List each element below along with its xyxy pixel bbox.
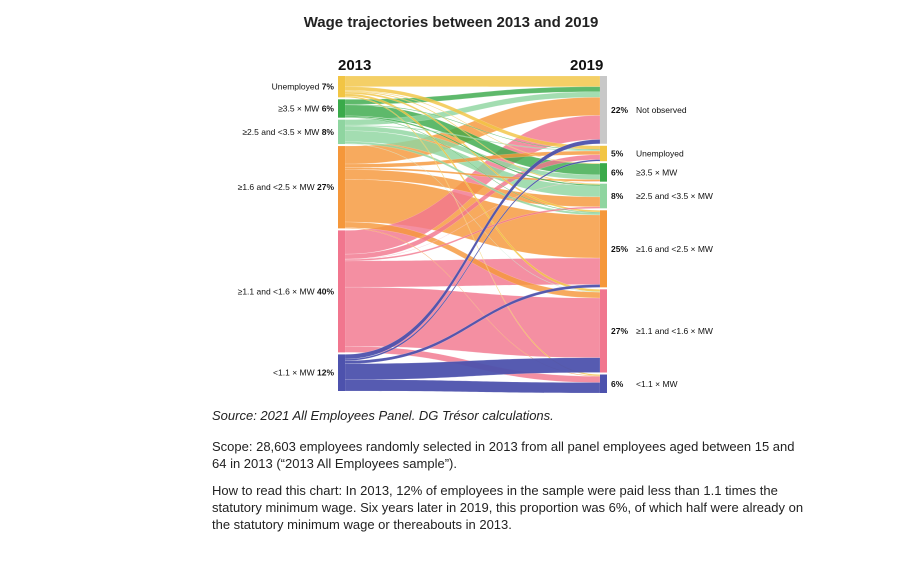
left-label-C: ≥1.6 and <2.5 × MW 27% [238,182,335,192]
right-label-text-E: <1.1 × MW [636,379,678,389]
flow-D-to-A [344,181,601,260]
left-node-D [338,230,345,353]
right-label-text-C: ≥1.6 and <2.5 × MW [636,244,713,254]
right-node-B [600,183,607,209]
right-node-U [600,145,607,162]
right-label-pct-NO: 22% [611,105,628,115]
right-node-C [600,210,607,288]
labels-layer: Unemployed 7% ≥3.5 × MW 6% ≥2.5 and <3.5 ×… [238,82,713,389]
flow-U-to-NO [344,75,601,87]
left-node-A [338,99,345,118]
right-label-text-NO: Not observed [636,105,687,115]
flow-E-to-E [344,379,601,394]
scope-note: Scope: 28,603 employees randomly selecte… [212,439,795,471]
left-label-pct-E: 12% [317,368,334,378]
right-label-pct-A: 6% [611,167,624,177]
right-label-pct-C: 25% [611,244,628,254]
left-label-pct-C: 27% [317,182,334,192]
right-node-A [600,163,607,182]
flow-E-to-NO [344,139,601,360]
left-label-text-U: Unemployed [272,82,322,92]
right-node-NO [600,76,607,144]
right-label-text-U: Unemployed [636,148,684,158]
source-note: Source: 2021 All Employees Panel. DG Tré… [212,408,554,423]
left-label-D: ≥1.1 and <1.6 × MW 40% [238,286,335,296]
right-label-pct-U: 5% [611,148,624,158]
left-label-pct-U: 7% [322,82,335,92]
left-label-A: ≥3.5 × MW 6% [278,104,334,114]
nodes-layer [338,76,607,393]
flow-E-to-U [344,159,601,361]
right-label-text-B: ≥2.5 and <3.5 × MW [636,191,713,201]
chart-title: Wage trajectories between 2013 and 2019 [303,14,599,31]
left-node-C [338,146,345,229]
left-label-text-C: ≥1.6 and <2.5 × MW [238,182,317,192]
right-label-text-D: ≥1.1 and <1.6 × MW [636,326,713,336]
right-node-D [600,289,607,373]
left-node-U [338,76,345,98]
sankey-chart: Unemployed 7% ≥3.5 × MW 6% ≥2.5 and <3.5 ×… [238,57,713,394]
left-label-E: <1.1 × MW 12% [273,368,334,378]
how-to-read-note: How to read this chart: In 2013, 12% of … [212,483,804,532]
left-label-U: Unemployed 7% [272,82,335,92]
left-node-B [338,119,345,145]
right-label-pct-E: 6% [611,379,624,389]
left-label-pct-A: 6% [322,104,335,114]
left-node-E [338,354,345,391]
right-node-E [600,374,607,393]
right-label-pct-B: 8% [611,191,624,201]
right-year-label: 2019 [570,57,603,74]
right-label-text-A: ≥3.5 × MW [636,167,677,177]
flows-layer [344,75,601,394]
left-label-text-D: ≥1.1 and <1.6 × MW [238,286,317,296]
left-label-text-E: <1.1 × MW [273,368,317,378]
left-label-text-A: ≥3.5 × MW [278,104,322,114]
left-label-pct-D: 40% [317,286,334,296]
right-label-pct-D: 27% [611,326,628,336]
left-label-pct-B: 8% [322,127,335,137]
left-year-label: 2013 [338,57,371,74]
left-label-B: ≥2.5 and <3.5 × MW 8% [242,127,334,137]
left-label-text-B: ≥2.5 and <3.5 × MW [242,127,321,137]
